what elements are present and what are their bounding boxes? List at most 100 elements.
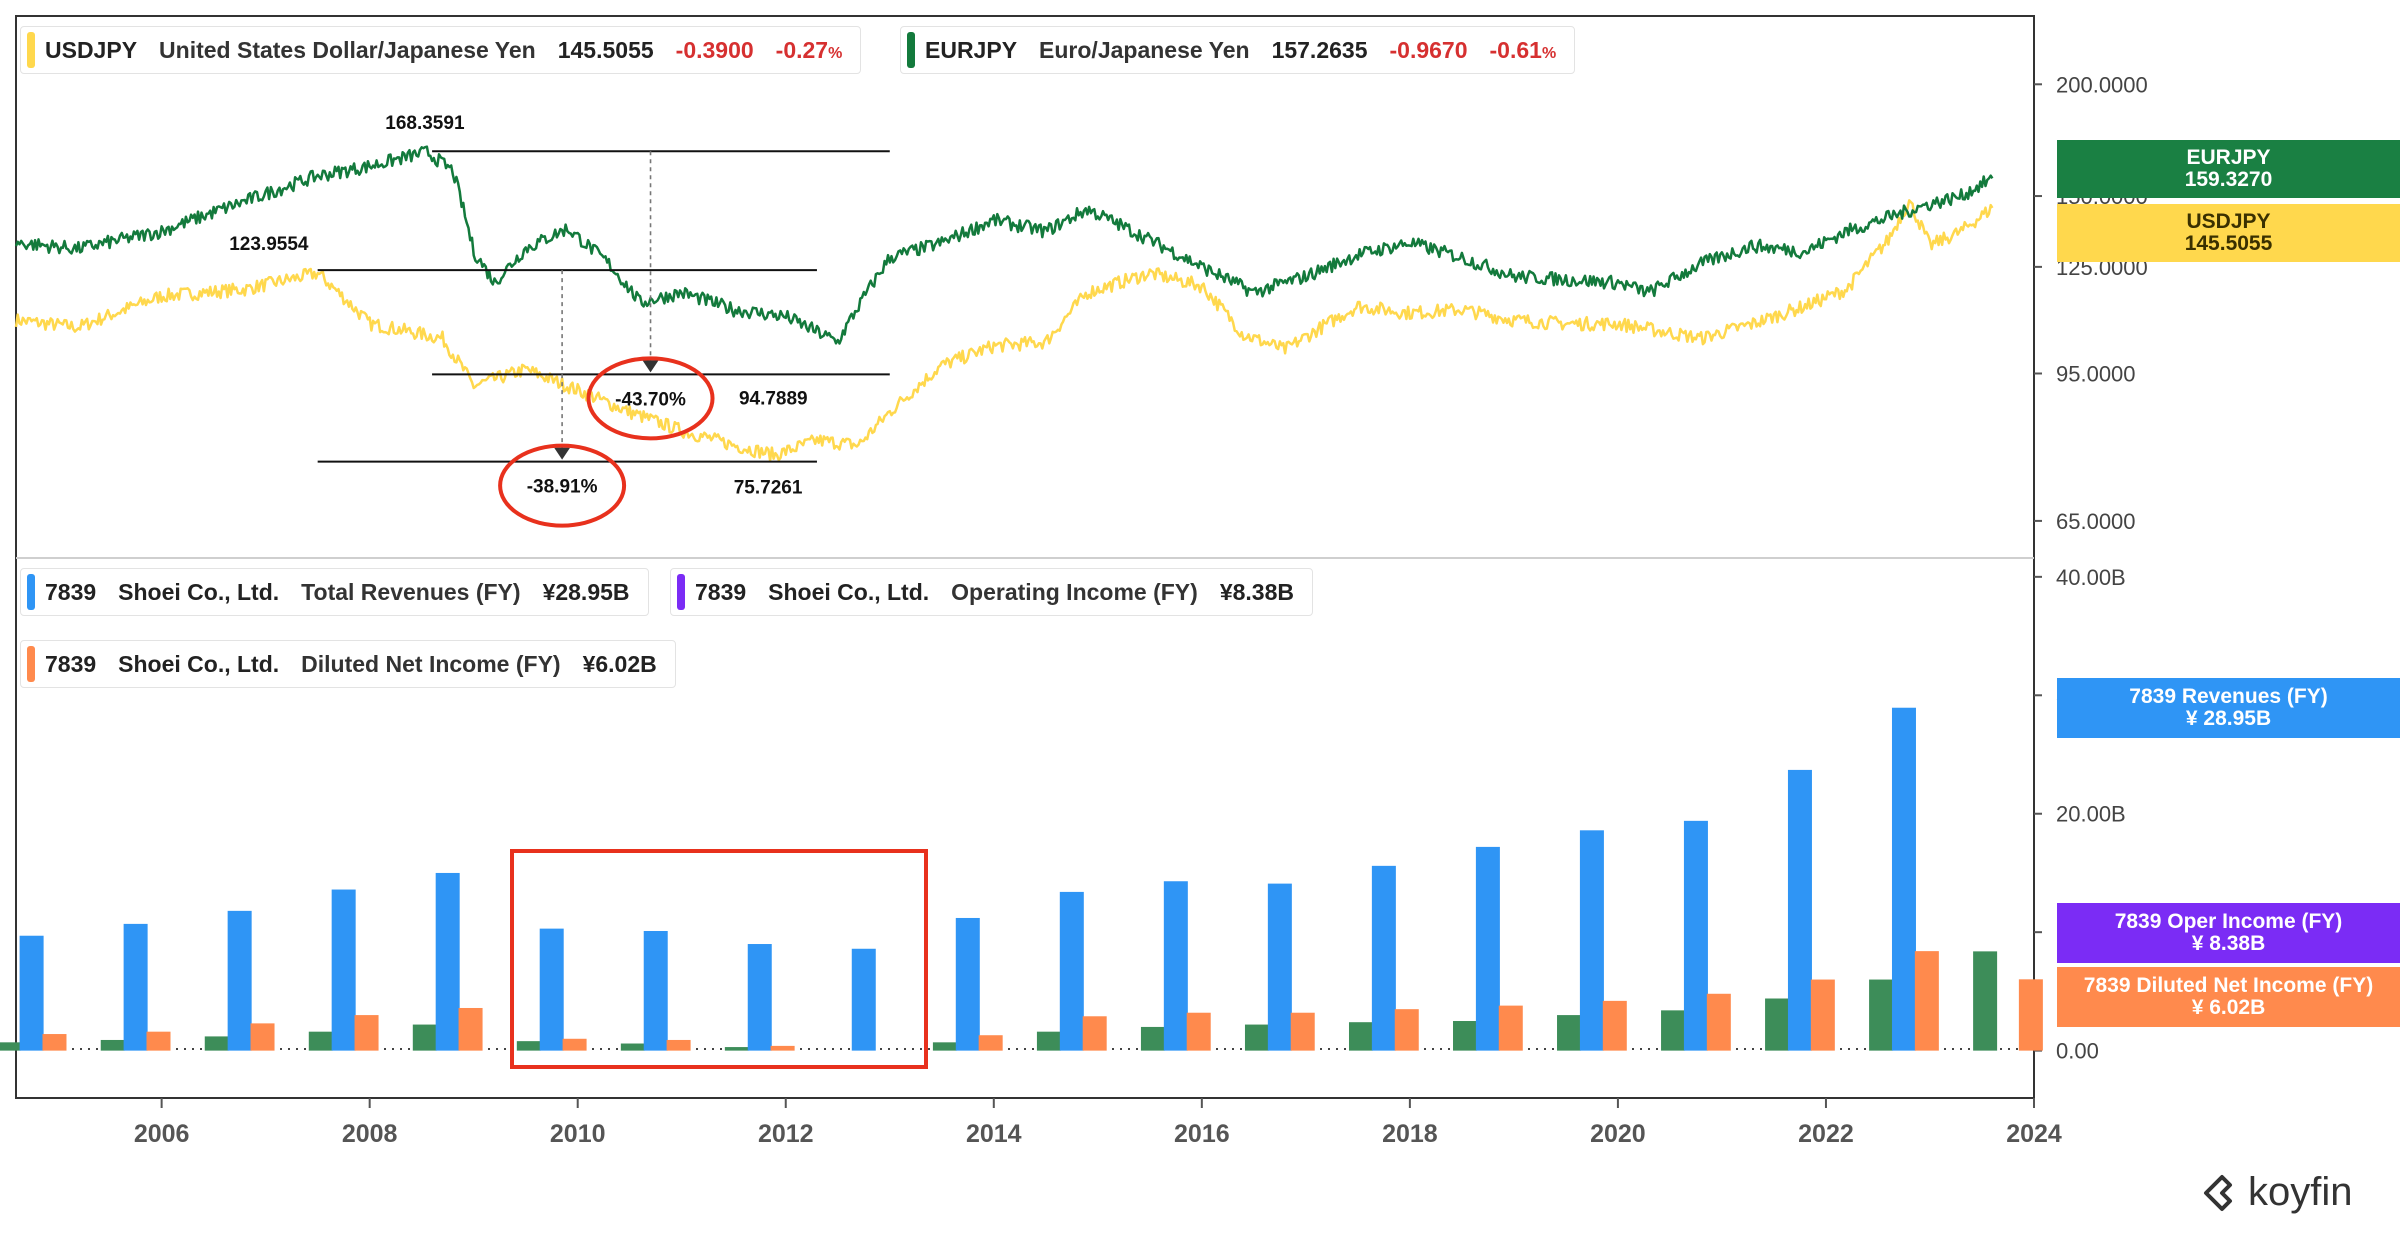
highlight-box [510,849,928,1069]
bar-diluted-net-income-fy [770,1045,795,1051]
bar-total-revenues-fy [955,917,980,1051]
legend-change: -0.3900 [675,36,754,63]
bar-total-revenues-fy [1891,707,1916,1051]
tag-line1: USDJPY [2186,210,2271,233]
bar-diluted-net-income-fy [1498,1005,1523,1051]
bar-total-revenues-fy [19,935,44,1051]
legend-swatch [677,574,685,610]
bar-total-revenues-fy [331,889,356,1051]
bar-diluted-net-income-fy [1394,1009,1419,1051]
bar-operating-income-fy [1661,1010,1686,1051]
bar-operating-income-fy [1869,979,1894,1051]
legend-swatch [907,32,915,68]
level-label: 168.3591 [385,113,465,134]
legend-name: Euro/Japanese Yen [1039,36,1250,63]
legend-revenues[interactable]: 7839 Shoei Co., Ltd. Total Revenues (FY)… [20,568,649,616]
legend-eurjpy[interactable]: EURJPY Euro/Japanese Yen 157.2635 -0.967… [900,26,1576,74]
legend-symbol: 7839 [45,650,97,677]
x-tick-label: 2012 [758,1120,814,1148]
legend-symbol: EURJPY [925,36,1018,63]
legend-pct-value: -0.61 [1489,36,1542,63]
legend-value: ¥8.38B [1219,578,1294,605]
bar-operating-income-fy [724,1047,749,1051]
y-tick-label: 40.00B [2056,565,2126,590]
bar-total-revenues-fy [539,928,564,1051]
level-label: 75.7261 [734,478,803,499]
legend-price: 145.5055 [557,36,654,63]
bar-diluted-net-income-fy [1810,979,1835,1051]
price-tag-eurjpy: EURJPY 159.3270 [2057,140,2400,198]
legend-operating-income[interactable]: 7839 Shoei Co., Ltd. Operating Income (F… [670,568,1313,616]
x-tick-label: 2008 [342,1120,398,1148]
bar-diluted-net-income-fy [2018,979,2043,1051]
x-tick-label: 2020 [1590,1120,1646,1148]
bar-diluted-net-income-fy [458,1007,483,1051]
bar-operating-income-fy [1765,998,1790,1051]
logo-wordmark: koyfin [2248,1170,2353,1214]
bar-diluted-net-income-fy [146,1031,171,1051]
legend-change: -0.9670 [1389,36,1468,63]
bar-operating-income-fy [1036,1031,1061,1051]
bar-operating-income-fy [204,1036,229,1051]
tag-line1: 7839 Revenues (FY) [2129,685,2328,708]
bar-total-revenues-fy [435,872,460,1051]
bar-total-revenues-fy [1683,820,1708,1051]
legend-pct-unit: % [828,44,843,62]
bar-total-revenues-fy [1579,830,1604,1051]
x-tick-label: 2016 [1174,1120,1230,1148]
bar-operating-income-fy [0,1042,21,1051]
y-tick-label: 95.0000 [2056,361,2136,386]
bar-operating-income-fy [516,1041,541,1051]
x-tick-label: 2022 [1798,1120,1854,1148]
bar-diluted-net-income-fy [666,1039,691,1051]
legend-company: Shoei Co., Ltd. [118,650,280,677]
drawdown-circle [586,356,715,441]
bar-operating-income-fy [1453,1021,1478,1051]
tag-line2: ¥ 8.38B [2191,932,2266,955]
bar-total-revenues-fy [1163,881,1188,1051]
bar-diluted-net-income-fy [1602,1000,1627,1051]
legend-diluted-net-income[interactable]: 7839 Shoei Co., Ltd. Diluted Net Income … [20,640,676,688]
bar-operating-income-fy [1140,1026,1165,1051]
legend-name: United States Dollar/Japanese Yen [159,36,536,63]
legend-pct-value: -0.27 [775,36,829,63]
legend-symbol: 7839 [45,578,97,605]
legend-metric: Diluted Net Income (FY) [301,650,561,677]
bar-diluted-net-income-fy [42,1034,67,1051]
tag-line2: ¥ 6.02B [2191,996,2266,1019]
tag-line1: 7839 Diluted Net Income (FY) [2083,974,2374,997]
drawdown-circle [498,443,627,528]
legend-metric: Operating Income (FY) [951,578,1198,605]
bar-operating-income-fy [1973,951,1998,1051]
koyfin-logo-icon [2204,1174,2232,1211]
y-tick-label: 20.00B [2056,802,2126,827]
legend-swatch [27,574,35,610]
series-line-usdjpy [14,199,1994,462]
legend-symbol: USDJPY [45,36,138,63]
bar-diluted-net-income-fy [562,1038,587,1051]
x-tick-label: 2018 [1382,1120,1438,1148]
tag-line2: 159.3270 [2184,168,2273,191]
legend-price: 157.2635 [1271,36,1368,63]
legend-usdjpy[interactable]: USDJPY United States Dollar/Japanese Yen… [20,26,862,74]
tag-line1: 7839 Oper Income (FY) [2114,910,2343,933]
x-tick-label: 2006 [134,1120,190,1148]
legend-company: Shoei Co., Ltd. [768,578,930,605]
legend-swatch [27,646,35,682]
drawdown-arrow [554,447,571,460]
bar-diluted-net-income-fy [1914,951,1939,1051]
bar-total-revenues-fy [643,930,668,1051]
bar-total-revenues-fy [851,948,876,1051]
legend-company: Shoei Co., Ltd. [118,578,280,605]
series-line-eurjpy [14,145,1994,345]
bar-total-revenues-fy [1787,769,1812,1051]
bar-operating-income-fy [932,1042,957,1051]
bar-operating-income-fy [412,1024,437,1051]
bar-total-revenues-fy [123,923,148,1051]
bar-diluted-net-income-fy [250,1023,275,1051]
bar-diluted-net-income-fy [978,1035,1003,1051]
level-label: 94.7889 [739,388,808,409]
bar-operating-income-fy [620,1043,645,1051]
bar-total-revenues-fy [1475,846,1500,1051]
price-tag-revenues: 7839 Revenues (FY) ¥ 28.95B [2057,678,2400,738]
